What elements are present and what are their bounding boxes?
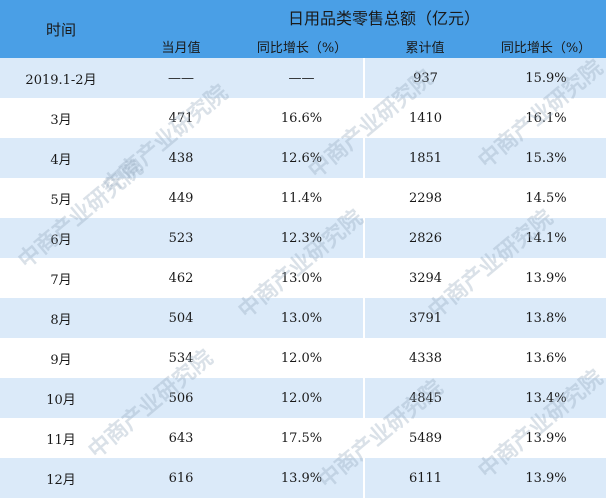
cell-monthly: 462 bbox=[122, 258, 240, 298]
cell-cumulative: 4845 bbox=[363, 378, 486, 418]
cell-cumulative: 2826 bbox=[363, 218, 486, 258]
table-row: 6月 523 12.3% 2826 14.1% bbox=[0, 218, 606, 258]
cell-monthly-yoy: 12.6% bbox=[240, 138, 364, 178]
cell-cumulative-yoy: 16.1% bbox=[486, 98, 606, 138]
cell-cumulative: 3294 bbox=[363, 258, 486, 298]
cell-cumulative-yoy: 15.3% bbox=[486, 138, 606, 178]
header-row-top: 时间 日用品类零售总额（亿元） bbox=[0, 0, 606, 58]
cell-monthly: 471 bbox=[122, 98, 240, 138]
cell-cumulative: 5489 bbox=[363, 418, 486, 458]
cell-cumulative-yoy: 13.9% bbox=[486, 418, 606, 458]
cell-monthly-yoy: 11.4% bbox=[240, 178, 364, 218]
cell-cumulative-yoy: 13.8% bbox=[486, 298, 606, 338]
cell-period: 10月 bbox=[0, 378, 122, 418]
cell-monthly: 506 bbox=[122, 378, 240, 418]
cell-monthly-yoy: 13.0% bbox=[240, 258, 364, 298]
cell-cumulative-yoy: 13.9% bbox=[486, 258, 606, 298]
cell-monthly: 643 bbox=[122, 418, 240, 458]
header-row-columns: 当月值 同比增长（%） 累计值 同比增长（%） bbox=[0, 34, 606, 58]
column-header-monthly: 当月值 bbox=[122, 34, 240, 58]
cell-period: 9月 bbox=[0, 338, 122, 378]
cell-cumulative-yoy: 14.1% bbox=[486, 218, 606, 258]
cell-cumulative-yoy: 14.5% bbox=[486, 178, 606, 218]
table-row: 12月 616 13.9% 6111 13.9% bbox=[0, 458, 606, 498]
table-row: 3月 471 16.6% 1410 16.1% bbox=[0, 98, 606, 138]
cell-cumulative: 3791 bbox=[363, 298, 486, 338]
table-row: 10月 506 12.0% 4845 13.4% bbox=[0, 378, 606, 418]
cell-monthly: 534 bbox=[122, 338, 240, 378]
cell-cumulative-yoy: 13.4% bbox=[486, 378, 606, 418]
cell-cumulative: 1410 bbox=[363, 98, 486, 138]
cell-cumulative: 2298 bbox=[363, 178, 486, 218]
cell-cumulative-yoy: 15.9% bbox=[486, 58, 606, 98]
cell-monthly: 523 bbox=[122, 218, 240, 258]
table-row: 5月 449 11.4% 2298 14.5% bbox=[0, 178, 606, 218]
cell-period: 3月 bbox=[0, 98, 122, 138]
column-header-cumulative: 累计值 bbox=[364, 34, 486, 58]
table-row: 7月 462 13.0% 3294 13.9% bbox=[0, 258, 606, 298]
cell-cumulative: 937 bbox=[363, 58, 486, 98]
table-row: 11月 643 17.5% 5489 13.9% bbox=[0, 418, 606, 458]
cell-monthly: 616 bbox=[122, 458, 240, 498]
cell-monthly-yoy: 13.0% bbox=[240, 298, 364, 338]
group-title: 日用品类零售总额（亿元） bbox=[122, 0, 606, 34]
cell-period: 6月 bbox=[0, 218, 122, 258]
cell-cumulative-yoy: 13.9% bbox=[486, 458, 606, 498]
cell-period: 11月 bbox=[0, 418, 122, 458]
cell-period: 12月 bbox=[0, 458, 122, 498]
cell-monthly-yoy: 12.3% bbox=[240, 218, 364, 258]
cell-cumulative: 1851 bbox=[363, 138, 486, 178]
cell-cumulative: 6111 bbox=[363, 458, 486, 498]
cell-monthly-yoy: 16.6% bbox=[240, 98, 364, 138]
table-row: 8月 504 13.0% 3791 13.8% bbox=[0, 298, 606, 338]
cell-cumulative: 4338 bbox=[363, 338, 486, 378]
cell-period: 7月 bbox=[0, 258, 122, 298]
column-header-cumulative-yoy: 同比增长（%） bbox=[486, 34, 606, 58]
time-column-header: 时间 bbox=[0, 0, 122, 58]
table-body: 2019.1-2月 —— —— 937 15.9% 3月 471 16.6% 1410 16.1%… bbox=[0, 58, 606, 498]
cell-period: 8月 bbox=[0, 298, 122, 338]
cell-period: 4月 bbox=[0, 138, 122, 178]
cell-monthly-yoy: 13.9% bbox=[240, 458, 364, 498]
cell-cumulative-yoy: 13.6% bbox=[486, 338, 606, 378]
cell-monthly-yoy: 12.0% bbox=[240, 338, 364, 378]
cell-monthly-yoy: 12.0% bbox=[240, 378, 364, 418]
cell-monthly: 438 bbox=[122, 138, 240, 178]
cell-monthly: 449 bbox=[122, 178, 240, 218]
cell-monthly: —— bbox=[122, 58, 240, 98]
cell-monthly: 504 bbox=[122, 298, 240, 338]
table-row: 2019.1-2月 —— —— 937 15.9% bbox=[0, 58, 606, 98]
cell-period: 5月 bbox=[0, 178, 122, 218]
cell-period: 2019.1-2月 bbox=[0, 58, 122, 98]
table-row: 4月 438 12.6% 1851 15.3% bbox=[0, 138, 606, 178]
table-row: 9月 534 12.0% 4338 13.6% bbox=[0, 338, 606, 378]
column-header-monthly-yoy: 同比增长（%） bbox=[240, 34, 364, 58]
cell-monthly-yoy: 17.5% bbox=[240, 418, 364, 458]
cell-monthly-yoy: —— bbox=[240, 58, 364, 98]
